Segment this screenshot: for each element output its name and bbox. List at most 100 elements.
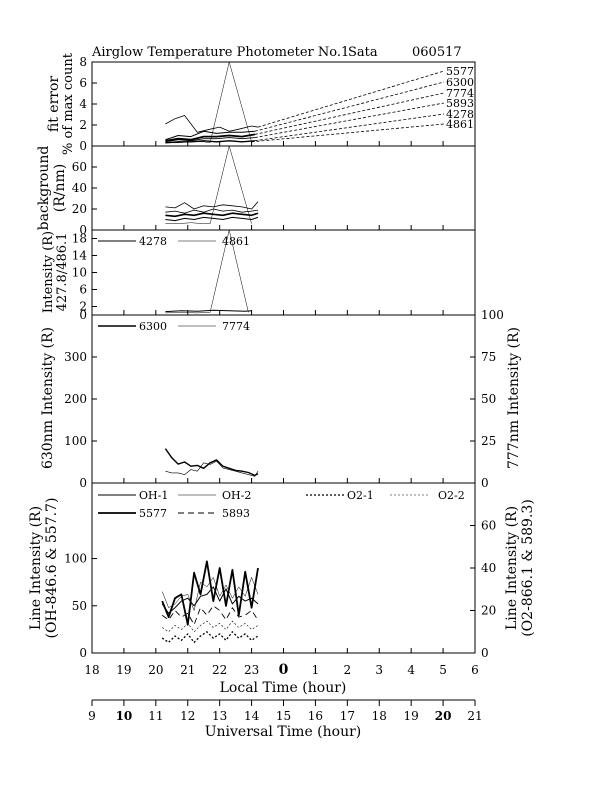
line-intensity-oh-o2-series-o2-1 (161, 631, 259, 644)
fit-error-leader-4278 (254, 113, 445, 142)
legend-6300-label: 6300 (139, 320, 167, 333)
fit-error-label-4278: 4278 (446, 108, 474, 121)
line-intensity-oh-o2-series-oh-1 (161, 586, 259, 614)
background-ytick-label-2: 40 (72, 181, 87, 195)
legend-5577-label: 5577 (139, 507, 167, 520)
intensity-6300-7774-ytick-right-label-0: 0 (481, 476, 489, 490)
ut-tick-label-7: 16 (308, 709, 323, 723)
intensity-4278-4861-ytick-label-3: 10 (72, 266, 87, 280)
line-intensity-oh-o2-ytick-right-label-3: 60 (481, 519, 496, 533)
local-tick-8: 2 (344, 663, 352, 677)
ut-xlabel: Universal Time (hour) (205, 724, 362, 740)
intensity-6300-7774-series-7774 (165, 460, 259, 477)
fit-error-ytick-label-3: 6 (79, 76, 87, 90)
legend-4278-label: 4278 (139, 235, 167, 248)
legend-line-intensity: OH-1 OH-2 O2-1 O2-2 5577 5893 (98, 489, 465, 520)
intensity-4278-4861-ytick-label-1: 2 (79, 300, 87, 314)
fit-error-label-7774: 7774 (446, 87, 474, 100)
intensity-6300-7774-ytick-right-label-4: 100 (481, 308, 504, 322)
line-intensity-left-ylabel-2: (OH-846.6 & 557.7) (44, 498, 60, 639)
local-tick-7: 1 (312, 663, 320, 677)
legend-oh2-label: OH-2 (222, 489, 251, 502)
intensity-6300-7774-ytick-right-label-2: 50 (481, 392, 496, 406)
intensity-6300-7774-ytick-right-label-3: 75 (481, 350, 496, 364)
fit-error-ytick-label-0: 0 (79, 139, 87, 153)
legend-630-777: 6300 7774 (98, 320, 250, 333)
local-tick-5: 23 (244, 663, 259, 677)
local-tick-9: 3 (375, 663, 383, 677)
ut-tick-label-6: 15 (276, 709, 291, 723)
local-tick-2: 20 (148, 663, 163, 677)
background-ytick-label-3: 60 (72, 160, 87, 174)
panel-630-777-frame (91, 314, 476, 484)
fit-error-ylabel-1: fit error (46, 76, 62, 133)
777-ylabel: 777nm Intensity (R) (506, 327, 522, 469)
line-intensity-oh-o2-series-5893 (161, 605, 259, 626)
station-label: Sata (348, 45, 378, 60)
local-tick-4: 22 (212, 663, 227, 677)
ut-tick-label-5: 14 (244, 709, 260, 723)
630-ylabel: 630nm Intensity (R) (40, 327, 56, 469)
intensity-4278-4861-ytick-label-0: 0 (79, 308, 87, 322)
fit-error-label-5893: 5893 (446, 97, 474, 110)
legend-7774-label: 7774 (222, 320, 250, 333)
panel-background-frame (91, 145, 476, 231)
fit-error-leader-5577 (257, 70, 445, 128)
blue-intensity-ylabel-1: Intensity (R) (41, 231, 56, 313)
local-tick-12: 6 (471, 663, 479, 677)
intensity-4278-4861-ytick-label-2: 6 (79, 283, 87, 297)
line-intensity-left-ylabel-1: Line Intensity (R) (28, 506, 44, 630)
fit-error-ytick-label-1: 2 (79, 118, 87, 132)
fit-error-label-4861: 4861 (446, 118, 474, 131)
intensity-6300-7774-ytick-label-0: 0 (79, 476, 87, 490)
ut-tick-label-4: 13 (212, 709, 227, 723)
line-intensity-right-ylabel-1: Line Intensity (R) (504, 506, 520, 630)
fit-error-ylabel-2: % of max count (61, 52, 76, 155)
line-intensity-oh-o2-ytick-label-1: 50 (72, 599, 87, 613)
fit-error-ytick-label-2: 4 (79, 97, 87, 111)
background-series-0 (165, 201, 259, 210)
intensity-4278-4861-ytick-label-4: 14 (72, 249, 88, 263)
ut-tick-label-1: 10 (116, 709, 133, 723)
local-tick-10: 4 (407, 663, 415, 677)
fit-error-series-5577 (165, 115, 259, 133)
background-series-1 (165, 208, 259, 214)
ut-tick-label-10: 19 (404, 709, 419, 723)
ut-tick-label-9: 18 (372, 709, 387, 723)
local-tick-6: 0 (279, 662, 289, 678)
intensity-6300-7774-ytick-label-2: 200 (64, 392, 87, 406)
intensity-4278-4861-series-4278 (165, 309, 252, 313)
line-intensity-oh-o2-series-5577 (161, 560, 259, 626)
local-tick-1: 19 (116, 663, 131, 677)
fit-error-series-4861 (165, 61, 252, 144)
intensity-6300-7774-ytick-label-1: 100 (64, 434, 87, 448)
intensity-6300-7774-ytick-right-label-1: 25 (481, 434, 496, 448)
background-ytick-label-0: 0 (79, 223, 87, 237)
legend-o21-label: O2-1 (347, 489, 374, 502)
line-intensity-oh-o2-ytick-right-label-2: 40 (481, 561, 496, 575)
ut-tick-label-8: 17 (340, 709, 355, 723)
line-intensity-oh-o2-ytick-right-label-0: 0 (481, 646, 489, 660)
fit-error-label-6300: 6300 (446, 76, 474, 89)
line-intensity-right-ylabel-2: (O2-866.1 & 589.3) (520, 499, 536, 637)
line-intensity-oh-o2-ytick-label-2: 100 (64, 552, 87, 566)
ut-tick-label-11: 20 (435, 709, 452, 723)
background-series-4 (165, 145, 252, 224)
local-tick-0: 18 (84, 663, 99, 677)
date-label: 060517 (412, 45, 462, 60)
local-tick-3: 21 (180, 663, 195, 677)
line-intensity-oh-o2-ytick-right-label-1: 20 (481, 604, 496, 618)
legend-oh1-label: OH-1 (139, 489, 168, 502)
fit-error-label-5577: 5577 (446, 65, 474, 78)
legend-4861-label: 4861 (222, 235, 250, 248)
fit-error-series-6300 (165, 130, 255, 141)
intensity-6300-7774-series-6300 (164, 448, 259, 477)
legend-5893-label: 5893 (222, 507, 250, 520)
line-intensity-oh-o2-series-o2-2 (162, 620, 259, 633)
fit-error-leader-6300 (254, 81, 445, 132)
blue-intensity-ylabel-2: 427.8/486.1 (55, 233, 70, 312)
background-series-2 (165, 212, 259, 218)
intensity-4278-4861-ytick-label-5: 18 (72, 232, 87, 246)
